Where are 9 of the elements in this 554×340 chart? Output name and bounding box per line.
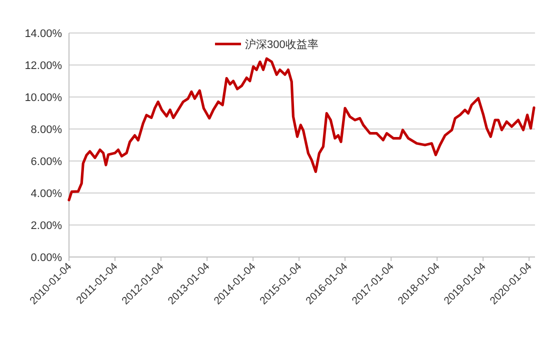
y-tick-label: 12.00%: [24, 60, 62, 72]
y-tick-label: 10.00%: [24, 92, 62, 104]
y-tick-label: 14.00%: [24, 28, 62, 40]
y-tick-label: 8.00%: [30, 124, 62, 136]
y-tick-label: 4.00%: [30, 188, 62, 200]
y-tick-label: 0.00%: [30, 252, 62, 264]
y-tick-label: 6.00%: [30, 156, 62, 168]
legend-label: 沪深300收益率: [245, 38, 318, 51]
y-tick-label: 2.00%: [30, 220, 62, 232]
